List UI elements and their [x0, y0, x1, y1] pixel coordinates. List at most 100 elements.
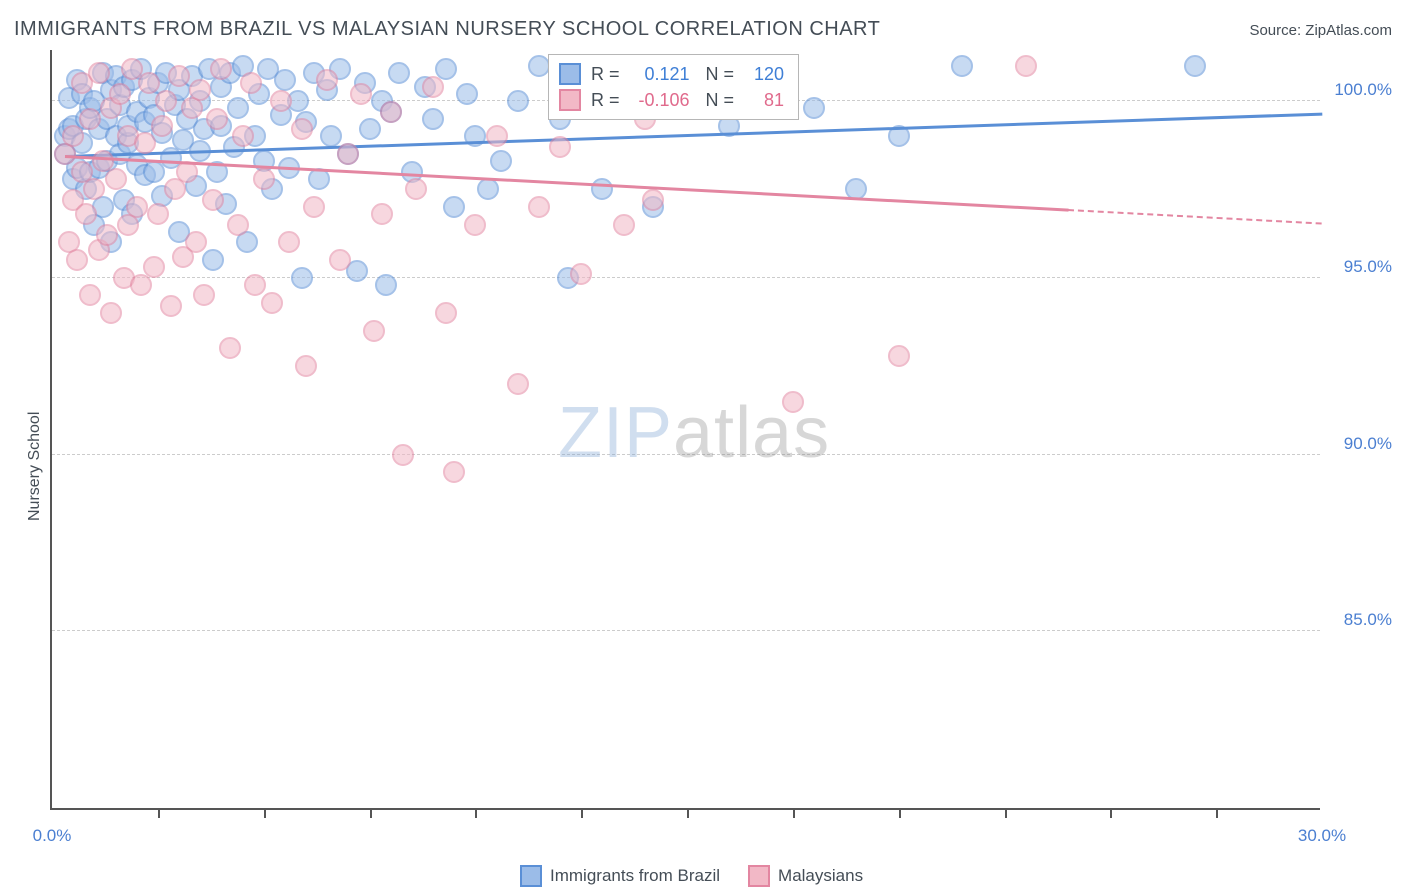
data-point — [270, 90, 292, 112]
y-tick-label: 90.0% — [1327, 434, 1392, 454]
data-point — [337, 143, 359, 165]
data-point — [244, 274, 266, 296]
data-point — [613, 214, 635, 236]
data-point — [109, 83, 131, 105]
data-point — [147, 203, 169, 225]
data-point — [464, 125, 486, 147]
data-point — [193, 284, 215, 306]
data-point — [134, 132, 156, 154]
data-point — [375, 274, 397, 296]
data-point — [88, 62, 110, 84]
y-tick-label: 100.0% — [1327, 80, 1392, 100]
data-point — [456, 83, 478, 105]
data-point — [443, 461, 465, 483]
data-point — [227, 214, 249, 236]
data-point — [1015, 55, 1037, 77]
y-gridline — [52, 277, 1320, 278]
y-gridline — [52, 454, 1320, 455]
data-point — [96, 224, 118, 246]
legend-swatch — [748, 865, 770, 887]
data-point — [66, 249, 88, 271]
stat-r-value: 0.121 — [626, 61, 690, 87]
stats-row: R =0.121 N =120 — [559, 61, 784, 87]
series-swatch — [559, 89, 581, 111]
data-point — [79, 284, 101, 306]
data-point — [951, 55, 973, 77]
data-point — [888, 345, 910, 367]
data-point — [380, 101, 402, 123]
x-tick-label: 0.0% — [33, 826, 72, 846]
data-point — [591, 178, 613, 200]
data-point — [359, 118, 381, 140]
data-point — [160, 295, 182, 317]
data-point — [549, 136, 571, 158]
x-tick — [899, 808, 901, 818]
legend: Immigrants from Brazil Malaysians — [520, 865, 863, 887]
data-point — [227, 97, 249, 119]
data-point — [405, 178, 427, 200]
data-point — [363, 320, 385, 342]
data-point — [75, 203, 97, 225]
data-point — [189, 79, 211, 101]
y-tick-label: 85.0% — [1327, 610, 1392, 630]
data-point — [528, 55, 550, 77]
data-point — [329, 249, 351, 271]
data-point — [155, 90, 177, 112]
data-point — [464, 214, 486, 236]
stats-row: R =-0.106N =81 — [559, 87, 784, 113]
data-point — [1184, 55, 1206, 77]
data-point — [105, 168, 127, 190]
data-point — [253, 168, 275, 190]
data-point — [274, 69, 296, 91]
data-point — [79, 108, 101, 130]
data-point — [422, 108, 444, 130]
data-point — [316, 69, 338, 91]
legend-label: Malaysians — [778, 866, 863, 886]
stat-r-value: -0.106 — [626, 87, 690, 113]
plot-area: 85.0%90.0%95.0%100.0%0.0%30.0% — [50, 50, 1320, 810]
y-tick-label: 95.0% — [1327, 257, 1392, 277]
legend-item: Malaysians — [748, 865, 863, 887]
legend-item: Immigrants from Brazil — [520, 865, 720, 887]
stats-box: R =0.121 N =120R =-0.106 N =81 — [548, 54, 799, 120]
x-tick — [158, 808, 160, 818]
source-label: Source: ZipAtlas.com — [1249, 22, 1392, 39]
data-point — [803, 97, 825, 119]
data-point — [392, 444, 414, 466]
data-point — [206, 108, 228, 130]
chart-title: IMMIGRANTS FROM BRAZIL VS MALAYSIAN NURS… — [14, 18, 880, 41]
x-tick — [1005, 808, 1007, 818]
data-point — [291, 267, 313, 289]
legend-swatch — [520, 865, 542, 887]
data-point — [570, 263, 592, 285]
series-swatch — [559, 63, 581, 85]
data-point — [151, 115, 173, 137]
data-point — [350, 83, 372, 105]
stat-n-label: N = — [706, 87, 735, 113]
data-point — [435, 302, 457, 324]
data-point — [642, 189, 664, 211]
data-point — [295, 355, 317, 377]
data-point — [168, 65, 190, 87]
x-tick — [1216, 808, 1218, 818]
stat-n-label: N = — [706, 61, 735, 87]
x-tick — [1110, 808, 1112, 818]
data-point — [490, 150, 512, 172]
x-tick — [793, 808, 795, 818]
data-point — [278, 231, 300, 253]
data-point — [219, 337, 241, 359]
y-gridline — [52, 630, 1320, 631]
data-point — [240, 72, 262, 94]
data-point — [782, 391, 804, 413]
stat-n-value: 120 — [740, 61, 784, 87]
data-point — [507, 373, 529, 395]
data-point — [62, 125, 84, 147]
y-axis-label: Nursery School — [26, 412, 44, 521]
data-point — [126, 196, 148, 218]
stat-n-value: 81 — [740, 87, 784, 113]
x-tick — [475, 808, 477, 818]
data-point — [202, 189, 224, 211]
x-tick — [687, 808, 689, 818]
data-point — [477, 178, 499, 200]
stat-r-label: R = — [591, 61, 620, 87]
